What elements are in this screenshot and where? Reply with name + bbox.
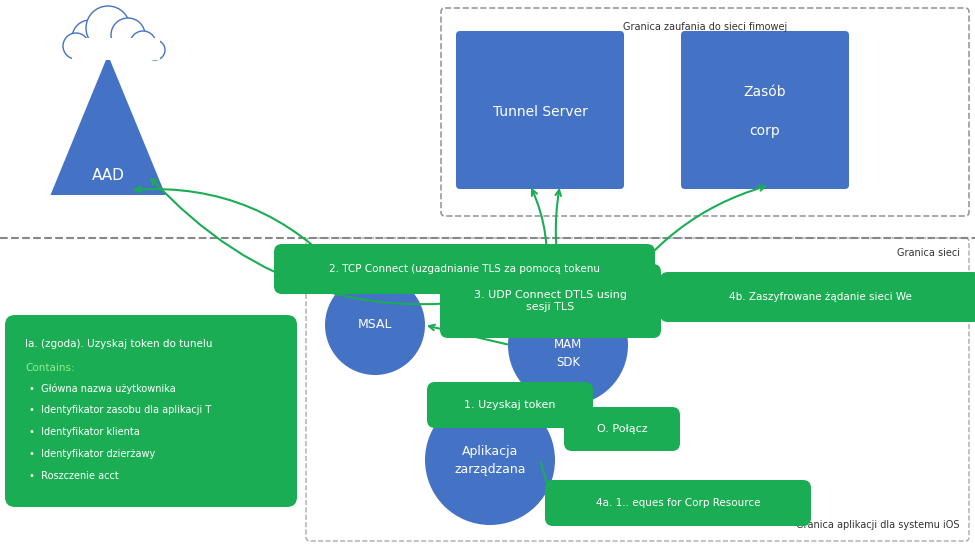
FancyBboxPatch shape [545, 480, 811, 526]
Circle shape [425, 395, 555, 525]
FancyBboxPatch shape [681, 31, 849, 189]
FancyBboxPatch shape [456, 31, 624, 189]
Circle shape [145, 40, 165, 60]
Text: 4a. 1.. eques for Corp Resource: 4a. 1.. eques for Corp Resource [596, 498, 760, 508]
Text: •  Identyfikator dzierżawy: • Identyfikator dzierżawy [29, 449, 155, 459]
Text: Granica sieci: Granica sieci [897, 248, 960, 258]
Text: •  Identyfikator klienta: • Identyfikator klienta [29, 427, 139, 437]
Text: 3. UDP Connect DTLS using
sesji TLS: 3. UDP Connect DTLS using sesji TLS [474, 290, 627, 312]
Text: Zasób

corp: Zasób corp [744, 85, 786, 139]
Text: O. Połącz: O. Połącz [597, 424, 647, 434]
FancyBboxPatch shape [660, 272, 975, 322]
Text: Ia. (zgoda). Uzyskaj token do tunelu: Ia. (zgoda). Uzyskaj token do tunelu [25, 339, 213, 349]
Text: •  Identyfikator zasobu dla aplikacji T: • Identyfikator zasobu dla aplikacji T [29, 405, 212, 415]
Circle shape [86, 6, 130, 50]
Circle shape [508, 285, 628, 405]
Polygon shape [51, 55, 166, 195]
Circle shape [325, 275, 425, 375]
Circle shape [63, 33, 89, 59]
Text: 1. Uzyskaj token: 1. Uzyskaj token [464, 400, 556, 410]
FancyBboxPatch shape [564, 407, 680, 451]
Circle shape [72, 20, 108, 56]
Circle shape [130, 31, 156, 57]
Text: Granica zaufania do sieci fimowej: Granica zaufania do sieci fimowej [623, 22, 787, 32]
Text: AAD: AAD [92, 168, 125, 182]
Text: Tunel
MAM
SDK: Tunel MAM SDK [553, 322, 584, 368]
Text: Granica aplikacji dla systemu iOS: Granica aplikacji dla systemu iOS [797, 520, 960, 530]
Text: MSAL: MSAL [358, 318, 392, 332]
Bar [72, 38, 160, 60]
FancyBboxPatch shape [5, 315, 297, 507]
Text: •  Główna nazwa użytkownika: • Główna nazwa użytkownika [29, 383, 176, 393]
FancyBboxPatch shape [274, 244, 655, 294]
Text: Aplikacja
zarządzana: Aplikacja zarządzana [454, 444, 526, 476]
Text: •  Roszczenie acct: • Roszczenie acct [29, 471, 119, 481]
Text: 4b. Zaszyfrowane żądanie sieci We: 4b. Zaszyfrowane żądanie sieci We [729, 292, 912, 302]
FancyBboxPatch shape [427, 382, 593, 428]
Text: Contains:: Contains: [25, 363, 75, 373]
Circle shape [111, 18, 145, 52]
Text: 2. TCP Connect (uzgadnianie TLS za pomocą tokenu: 2. TCP Connect (uzgadnianie TLS za pomoc… [329, 264, 600, 274]
FancyBboxPatch shape [440, 264, 661, 338]
Text: Tunnel Server: Tunnel Server [492, 105, 587, 119]
